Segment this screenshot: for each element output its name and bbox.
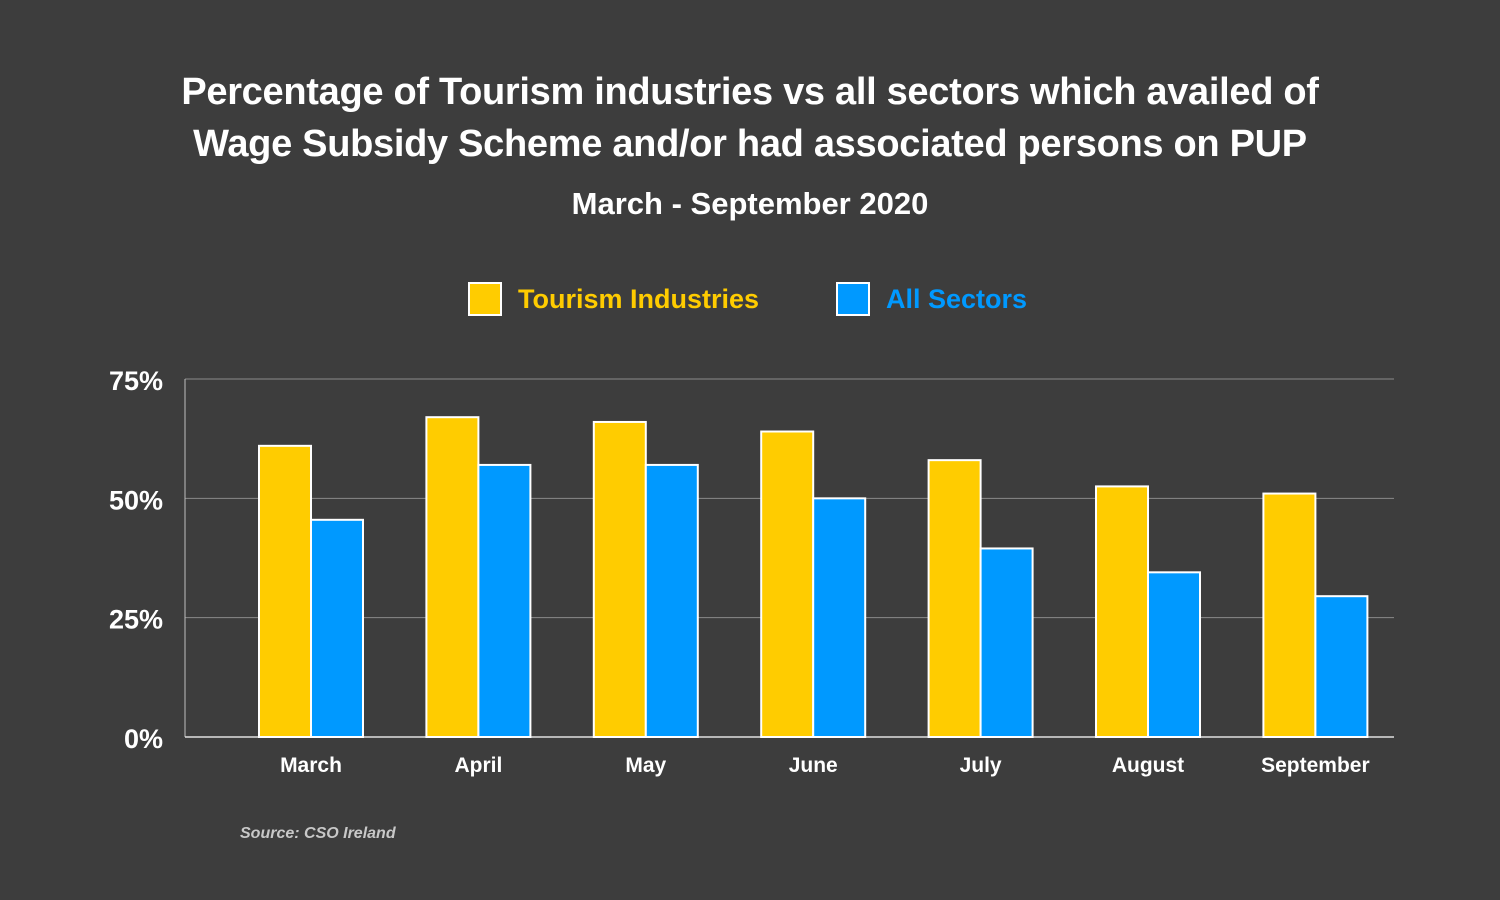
legend-item-all-sectors: All Sectors <box>836 279 1027 319</box>
legend-swatch-tourism <box>468 282 502 316</box>
x-tick-label: July <box>960 754 1002 777</box>
x-tick-label: September <box>1261 754 1370 777</box>
x-tick-label: August <box>1112 754 1184 777</box>
source-note: Source: CSO Ireland <box>240 825 396 842</box>
x-tick-label: June <box>789 754 838 777</box>
y-tick-label: 50% <box>109 485 163 515</box>
chart-subtitle: March - September 2020 <box>571 186 929 221</box>
chart-legend: Tourism Industries All Sectors <box>0 279 1500 319</box>
chart-title-line-1: Percentage of Tourism industries vs all … <box>181 71 1319 113</box>
bar-tourism <box>927 459 982 738</box>
bar-all-sectors <box>1314 595 1369 738</box>
y-tick-label: 25% <box>109 605 163 635</box>
y-tick-label: 75% <box>109 366 163 396</box>
bar-tourism <box>592 420 647 738</box>
legend-item-tourism: Tourism Industries <box>468 279 759 319</box>
x-tick-label: March <box>280 754 342 777</box>
x-tick-label: May <box>625 754 666 777</box>
x-tick-label: April <box>454 754 502 777</box>
bar-tourism <box>1095 485 1149 738</box>
bar-tourism <box>258 444 312 738</box>
bar-tourism <box>1262 492 1317 738</box>
bar-all-sectors <box>477 463 532 738</box>
legend-swatch-all-sectors <box>836 282 870 316</box>
bar-all-sectors <box>310 518 364 739</box>
legend-label-all-sectors: All Sectors <box>886 283 1028 314</box>
y-tick-label: 0% <box>124 724 163 754</box>
bar-all-sectors <box>812 497 867 739</box>
chart-title: Percentage of Tourism industries vs all … <box>0 66 1500 170</box>
bar-all-sectors <box>644 463 699 738</box>
bar-tourism <box>425 416 480 738</box>
bar-all-sectors <box>979 547 1034 738</box>
bar-all-sectors <box>1147 571 1201 738</box>
chart-title-line-2: Wage Subsidy Scheme and/or had associate… <box>193 123 1307 165</box>
bar-tourism <box>760 430 815 738</box>
legend-label-tourism: Tourism Industries <box>518 283 760 314</box>
